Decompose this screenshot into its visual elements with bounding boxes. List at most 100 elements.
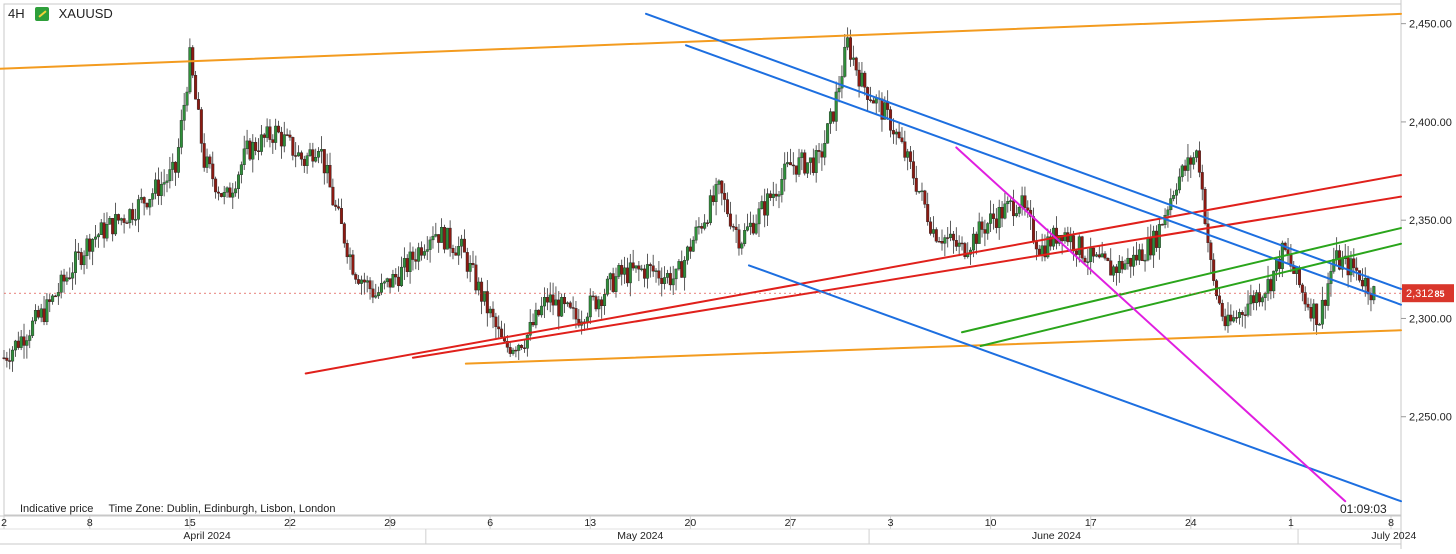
candle-body (222, 192, 226, 197)
candle-body (359, 279, 363, 284)
candle-body (1315, 303, 1319, 326)
candle-body (431, 235, 435, 241)
candle-body (943, 237, 947, 244)
candle-body (1083, 257, 1087, 263)
candle-body (1097, 254, 1101, 258)
candle-body (331, 186, 335, 206)
candle-body (1094, 254, 1098, 257)
month-label: April 2024 (183, 530, 230, 542)
candle-body (159, 183, 163, 196)
candle-body (1123, 263, 1127, 270)
candle-body (1120, 260, 1124, 270)
candle-body (808, 157, 812, 163)
price-tick-label: 2,450.00 (1409, 19, 1452, 31)
candle-body (31, 320, 35, 336)
symbol-label[interactable]: XAUUSD (58, 6, 113, 21)
candle-body (1109, 260, 1113, 276)
candle-body (1049, 236, 1053, 247)
candle-body (142, 197, 146, 204)
candle-body (188, 47, 192, 93)
candle-body (697, 226, 701, 228)
candle-body (620, 265, 624, 275)
candle-body (5, 357, 9, 361)
candle-body (482, 291, 486, 302)
candle-body (471, 263, 475, 266)
green-trendline (979, 242, 1402, 347)
candle-body (205, 156, 209, 168)
candle-body (1126, 257, 1130, 264)
candle-body (794, 165, 798, 175)
candle-body (311, 149, 315, 162)
candle-body (820, 151, 824, 158)
candle-body (131, 209, 135, 220)
candle-body (19, 336, 23, 348)
candle-body (2, 357, 6, 359)
candle-body (65, 277, 69, 282)
candle-body (1066, 232, 1070, 243)
candle-body (989, 213, 993, 224)
candle-body (951, 233, 955, 241)
candle-body (1160, 224, 1164, 226)
candle-body (22, 336, 26, 346)
candle-body (711, 195, 715, 202)
candle-body (1017, 206, 1021, 214)
candle-body (411, 251, 415, 260)
candle-body (245, 140, 249, 150)
candle-body (1146, 237, 1150, 261)
candle-body (746, 226, 750, 231)
candle-body (319, 149, 323, 152)
candle-body (560, 297, 564, 317)
candle-body (751, 222, 755, 234)
candle-body (354, 274, 358, 280)
candle-body (703, 222, 707, 229)
candle-body (1269, 279, 1273, 292)
candle-body (1200, 172, 1204, 190)
candle-body (59, 274, 63, 293)
candle-body (179, 120, 183, 148)
candle-body (891, 130, 895, 135)
candle-body (1206, 223, 1210, 243)
candle-body (740, 243, 744, 249)
candle-body (294, 155, 298, 157)
candle-body (734, 226, 738, 230)
month-label: June 2024 (1032, 530, 1081, 542)
candle-body (334, 204, 338, 207)
time-tick-label: 6 (487, 517, 493, 529)
candle-body (1255, 292, 1259, 304)
candle-body (211, 163, 215, 180)
candle-body (843, 46, 847, 77)
candle-body (1077, 236, 1081, 255)
candle-body (768, 193, 772, 198)
time-tick-label: 15 (184, 517, 196, 529)
timeframe-label[interactable]: 4H (8, 6, 25, 21)
candle-body (322, 149, 326, 174)
candle-body (85, 238, 89, 256)
candle-body (514, 349, 518, 352)
gold-bars-icon (34, 6, 49, 21)
candle-body (251, 141, 255, 160)
time-tick-label: 27 (785, 517, 797, 529)
candle-body (62, 274, 66, 282)
candle-body (165, 180, 169, 183)
candle-body (940, 241, 944, 244)
candle-body (1360, 280, 1364, 287)
candle-body (494, 316, 498, 328)
candle-body (671, 278, 675, 286)
candle-body (786, 162, 790, 165)
candle-body (966, 254, 970, 257)
candle-body (234, 188, 238, 194)
candle-body (1366, 277, 1370, 295)
candle-body (400, 266, 404, 287)
candle-body (11, 349, 15, 362)
candle-body (268, 126, 272, 140)
candle-body (1329, 271, 1333, 284)
candle-body (800, 152, 804, 158)
candle-body (628, 262, 632, 284)
candle-body (531, 322, 535, 326)
candle-body (1249, 295, 1253, 305)
candle-body (325, 165, 329, 174)
candle-body (394, 274, 398, 278)
candle-body (362, 279, 366, 283)
